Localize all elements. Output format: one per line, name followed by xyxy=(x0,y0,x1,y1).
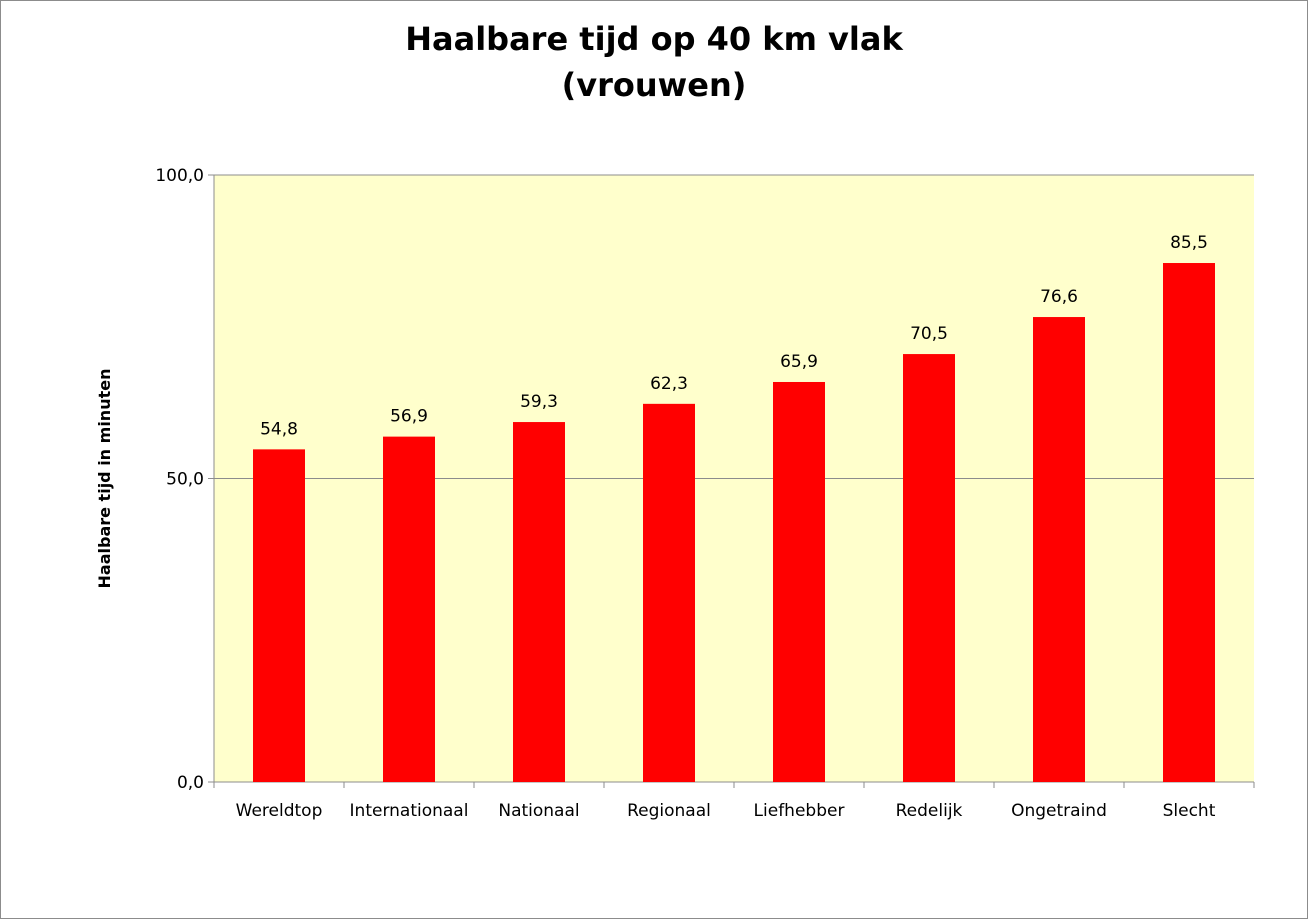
chart-title-line-2: (vrouwen) xyxy=(561,66,747,104)
bar xyxy=(903,354,955,782)
x-tick-label: Wereldtop xyxy=(236,801,323,821)
data-label: 62,3 xyxy=(650,374,688,394)
data-label: 54,8 xyxy=(260,419,298,439)
y-axis-label: Haalbare tijd in minuten xyxy=(95,369,114,589)
x-tick-label: Liefhebber xyxy=(754,801,845,821)
y-tick-label: 100,0 xyxy=(155,166,204,186)
x-tick-label: Ongetraind xyxy=(1011,801,1107,821)
bar xyxy=(773,381,825,782)
bar xyxy=(643,403,695,782)
x-tick-label: Slecht xyxy=(1163,801,1216,821)
data-label: 59,3 xyxy=(520,392,558,412)
x-tick-label: Internationaal xyxy=(350,801,469,821)
data-label: 70,5 xyxy=(910,324,948,344)
chart-title-line-1: Haalbare tijd op 40 km vlak xyxy=(405,20,903,58)
y-tick-label: 0,0 xyxy=(177,773,204,793)
x-tick-label: Redelijk xyxy=(896,801,963,821)
data-label: 56,9 xyxy=(390,407,428,427)
bar xyxy=(253,449,305,782)
data-label: 76,6 xyxy=(1040,287,1078,307)
chart-title: Haalbare tijd op 40 km vlak (vrouwen) xyxy=(0,16,1308,108)
bar xyxy=(383,436,435,782)
bar xyxy=(513,422,565,782)
bar xyxy=(1163,263,1215,782)
bar xyxy=(1033,317,1085,782)
data-label: 85,5 xyxy=(1170,233,1208,253)
x-tick-label: Nationaal xyxy=(498,801,579,821)
y-tick-label: 50,0 xyxy=(166,470,204,490)
data-label: 65,9 xyxy=(780,352,818,372)
x-tick-label: Regionaal xyxy=(627,801,711,821)
